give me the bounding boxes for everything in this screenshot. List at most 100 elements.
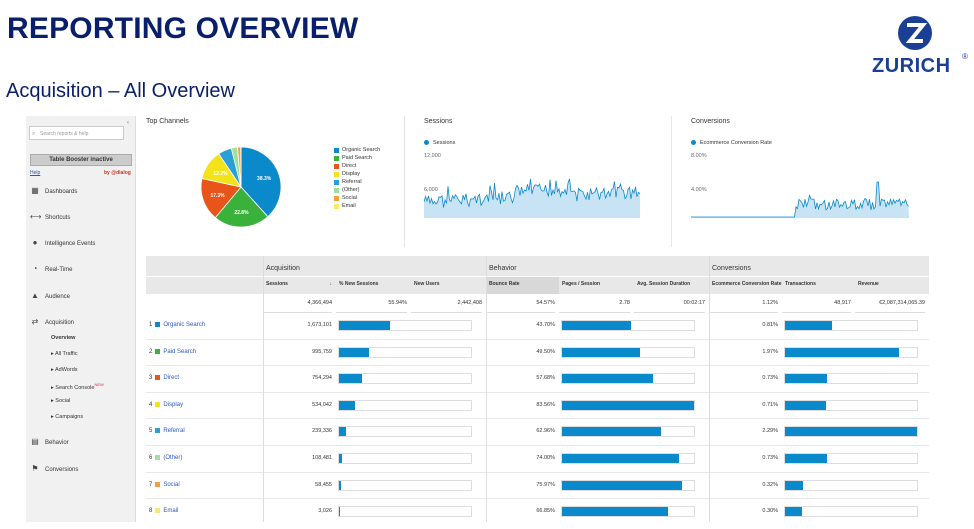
bounce-value: 66.85% [536,508,555,515]
legend-swatch [334,188,339,193]
conv-bar [784,506,918,518]
legend-item[interactable]: Paid Search [334,154,380,162]
channel-link[interactable]: Direct [163,375,180,382]
conv-bar [784,346,918,358]
pie-slice-direct[interactable] [200,178,242,219]
sidebar-item-label: Behavior [45,440,69,446]
channel-cell: 8 Email [149,498,178,522]
column-header-label: Transactions [785,281,816,287]
conv-bar-fill [785,480,804,490]
sidebar-subitem-overview[interactable]: Overview [51,335,75,341]
conv-value: 0.32% [762,481,778,488]
column-header-new-sessions[interactable]: % New Sessions [336,276,411,294]
channel-cell: 3 Direct [149,365,179,391]
column-header-revenue[interactable]: Revenue [855,276,929,294]
legend-item[interactable]: Display [334,170,380,178]
totals-cell: €2,087,314,065.39 [855,294,925,313]
channel-link[interactable]: Organic Search [163,322,206,328]
channel-color-swatch [155,321,161,327]
totals-cell: 54.57% [486,294,555,313]
row-index: 4 [149,401,153,408]
conversions-tick-mid: 4.00% [691,187,707,193]
channel-link[interactable]: Referral [163,428,185,435]
sidebar-item-audience[interactable]: ▲ Audience [26,291,135,303]
sidebar-item-real-time[interactable]: ◔ Real-Time [26,264,135,276]
search-input[interactable]: ⌕ Search reports & help [29,126,124,140]
sidebar-subitem-label: ▸ Campaigns [51,414,84,420]
sessions-value: 1,673,101 [307,322,332,328]
sessions-bar [338,399,472,411]
sidebar-item-acquisition[interactable]: ⇄ Acquisition [26,317,135,329]
sessions-bar [338,373,472,385]
column-header-sessions[interactable]: Sessions ↓ [263,276,336,294]
collapse-icon[interactable]: ‹ [127,120,129,126]
channel-link[interactable]: Paid Search [163,348,197,355]
search-placeholder: Search reports & help [40,131,89,137]
group-acquisition: Acquisition [263,256,486,276]
totals-cell: 00:02:17 [634,294,705,313]
pie-slice-paid-search[interactable] [214,186,269,228]
bounce-bar-fill [562,507,668,517]
pie-slice-label: 38.3% [257,176,272,182]
column-header-label: Sessions [266,281,288,287]
bounce-bar-fill [562,480,682,490]
bounce-bar [561,346,695,358]
legend-item[interactable]: Email [334,202,380,210]
sidebar-item-intelligence-events[interactable]: ● Intelligence Events [26,238,135,250]
legend-item[interactable]: (Other) [334,186,380,194]
legend-item[interactable]: Referral [334,178,380,186]
legend-label: Organic Search [342,147,381,153]
legend-swatch [334,164,339,169]
conv-bar-fill [785,454,828,463]
column-header-transactions[interactable]: Transactions [782,276,855,294]
group-conversions: Conversions [709,256,929,276]
sidebar-subitem-label: ▸ All Traffic [51,351,78,357]
sessions-value: 995,759 [312,348,332,355]
conv-value: 0.73% [762,375,778,382]
sessions-bar [338,426,472,438]
sidebar-subitem-search-console[interactable]: ▸ Search ConsoleNEW [51,382,104,391]
sidebar-item-behavior[interactable]: ▤ Behavior [26,437,135,449]
channel-link[interactable]: Email [163,508,179,515]
channel-link[interactable]: Social [163,481,180,488]
column-header-avg-session-duration[interactable]: Avg. Session Duration [634,276,709,294]
row-index: 1 [149,322,153,328]
channel-color-swatch [155,481,161,487]
sessions-legend: Sessions [424,140,455,146]
sidebar-item-dashboards[interactable]: ▦ Dashboards [26,186,135,198]
sidebar-subitem-social[interactable]: ▸ Social [51,398,70,404]
column-header-bounce-rate[interactable]: Bounce Rate [486,276,559,294]
sidebar-subitem-all-traffic[interactable]: ▸ All Traffic [51,351,78,357]
legend-swatch [334,180,339,185]
sidebar-item-label: Acquisition [45,320,75,326]
channel-link[interactable]: Display [163,401,184,408]
column-header-new-users[interactable]: New Users [411,276,486,294]
conv-bar [784,453,918,464]
sidebar-item-shortcuts[interactable]: ⟷ Shortcuts [26,212,135,224]
bounce-bar-fill [562,321,632,330]
legend-item[interactable]: Direct [334,162,380,170]
totals-cell: 48,917 [782,294,851,313]
acquisition-arrows-icon: ⇄ [31,317,39,326]
column-header-pages-session[interactable]: Pages / Session [559,276,634,294]
channel-cell: 4 Display [149,392,183,418]
legend-item[interactable]: Organic Search [334,146,380,154]
table-booster-button[interactable]: Table Booster inactive [30,154,132,166]
channel-link[interactable]: (Other) [163,455,183,461]
sessions-line-chart [424,178,641,218]
legend-label: Display [342,171,361,177]
sort-desc-icon[interactable]: ↓ [329,281,333,287]
column-header-ecommerce-conversion-rate[interactable]: Ecommerce Conversion Rate [709,276,782,294]
search-icon: ⌕ [32,131,36,137]
bounce-bar [561,506,695,518]
sidebar-subitem-adwords[interactable]: ▸ AdWords [51,367,78,373]
analytics-screenshot: ‹ ⌕ Search reports & help Table Booster … [26,116,929,522]
legend-item[interactable]: Social [334,194,380,202]
bounce-bar [561,453,695,464]
sidebar-item-conversions[interactable]: ⚑ Conversions [26,464,135,476]
channel-cell: 5 Referral [149,418,185,444]
pie-slice-organic-search[interactable] [240,146,282,218]
sidebar-subitem-campaigns[interactable]: ▸ Campaigns [51,414,83,420]
sessions-bar [338,453,472,464]
help-link[interactable]: Help [30,170,41,176]
